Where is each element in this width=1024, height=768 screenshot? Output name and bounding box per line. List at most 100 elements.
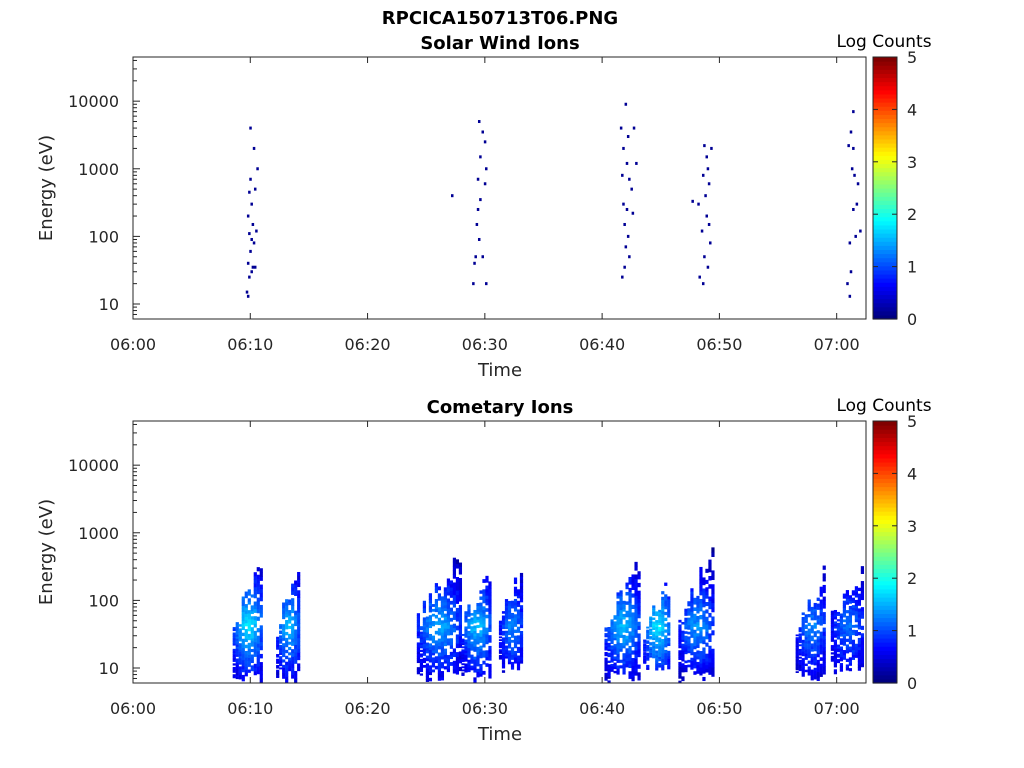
spectrogram-pixel xyxy=(501,639,506,643)
spectrogram-pixel xyxy=(702,577,706,582)
spectrogram-pixel xyxy=(706,265,710,269)
colorbar-segment xyxy=(873,192,897,197)
spectrogram-pixel xyxy=(510,622,515,626)
spectrogram-pixel xyxy=(498,633,503,636)
spectrogram-pixel xyxy=(607,674,611,677)
spectrogram-pixel xyxy=(488,599,492,604)
spectrogram-pixel xyxy=(297,667,301,672)
spectrogram-pixel xyxy=(807,605,811,609)
spectrogram-pixel xyxy=(619,665,623,669)
spectrogram-pixel xyxy=(244,629,248,633)
spectrogram-pixel xyxy=(519,618,524,622)
spectrogram-pixel xyxy=(690,631,694,635)
spectrogram-pixel xyxy=(613,627,617,631)
spectrogram-pixel xyxy=(845,595,850,600)
spectrogram-pixel xyxy=(479,608,483,613)
spectrogram-pixel xyxy=(238,657,242,661)
spectrogram-pixel xyxy=(422,664,427,668)
spectrogram-pixel xyxy=(513,635,518,640)
spectrogram-pixel xyxy=(461,663,465,666)
x-tick-label: 06:50 xyxy=(696,699,742,718)
spectrogram-pixel xyxy=(661,622,665,626)
spectrogram-pixel xyxy=(461,643,465,646)
spectrogram-pixel xyxy=(516,626,521,630)
spectrogram-pixel xyxy=(822,565,826,570)
spectrogram-pixel xyxy=(250,643,254,647)
spectrogram-pixel xyxy=(699,667,703,672)
spectrogram-pixel xyxy=(851,639,856,643)
spectrogram-pixel xyxy=(853,173,856,177)
spectrogram-pixel xyxy=(437,662,442,667)
spectrogram-pixel xyxy=(440,638,445,642)
spectrogram-pixel xyxy=(294,648,298,653)
spectrogram-pixel xyxy=(622,663,626,667)
spectrogram-pixel xyxy=(622,613,626,617)
spectrogram-pixel xyxy=(291,641,295,646)
spectrogram-pixel xyxy=(833,664,838,668)
spectrogram-pixel xyxy=(833,660,838,663)
spectrogram-pixel xyxy=(452,611,457,616)
spectrogram-pixel xyxy=(690,608,694,612)
spectrogram-pixel xyxy=(507,661,512,665)
spectrogram-pixel xyxy=(819,663,823,668)
spectrogram-pixel xyxy=(282,672,286,677)
colorbar-segment xyxy=(873,77,897,83)
spectrogram-pixel xyxy=(854,608,859,612)
spectrogram-pixel xyxy=(431,604,436,607)
spectrogram-pixel xyxy=(470,628,474,631)
spectrogram-pixel xyxy=(813,656,817,660)
spectrogram-pixel xyxy=(513,602,518,606)
spectrogram-pixel xyxy=(819,621,823,626)
spectrogram-pixel xyxy=(622,627,626,631)
spectrogram-pixel xyxy=(699,639,703,644)
spectrogram-pixel xyxy=(795,649,799,652)
spectrogram-pixel xyxy=(613,662,617,666)
spectrogram-pixel xyxy=(830,652,835,655)
spectrogram-pixel xyxy=(619,607,623,611)
spectrogram-pixel xyxy=(479,198,482,202)
spectrogram-pixel xyxy=(256,628,260,633)
spectrogram-pixel xyxy=(819,589,823,594)
spectrogram-pixel xyxy=(649,636,653,639)
spectrogram-pixel xyxy=(241,632,245,637)
spectrogram-pixel xyxy=(253,652,257,657)
spectrogram-pixel xyxy=(652,625,656,629)
spectrogram-pixel xyxy=(836,646,841,649)
spectrogram-pixel xyxy=(425,678,430,682)
spectrogram-pixel xyxy=(646,645,650,647)
spectrogram-pixel xyxy=(667,643,671,647)
spectrogram-pixel xyxy=(285,620,289,624)
spectrogram-pixel xyxy=(705,214,708,218)
spectrogram-pixel xyxy=(637,633,641,638)
spectrogram-pixel xyxy=(479,651,483,656)
spectrogram-pixel xyxy=(416,660,421,664)
spectrogram-pixel xyxy=(425,647,430,651)
spectrogram-pixel xyxy=(652,611,656,614)
spectrogram-pixel xyxy=(250,616,254,620)
spectrogram-pixel xyxy=(705,668,709,673)
spectrogram-pixel xyxy=(282,659,286,663)
spectrogram-pixel xyxy=(297,652,301,657)
spectrogram-pixel xyxy=(854,234,857,238)
spectrogram-pixel xyxy=(476,608,480,612)
spectrogram-pixel xyxy=(446,641,451,646)
spectrogram-pixel xyxy=(798,653,802,656)
spectrogram-pixel xyxy=(857,599,862,603)
spectrogram-pixel xyxy=(259,645,263,651)
spectrogram-pixel xyxy=(696,598,700,603)
spectrogram-pixel xyxy=(247,622,251,626)
spectrogram-pixel xyxy=(801,669,805,673)
spectrogram-pixel xyxy=(795,668,799,671)
spectrogram-pixel xyxy=(253,583,257,588)
spectrogram-pixel xyxy=(661,644,665,648)
colorbar-segment xyxy=(873,466,897,471)
spectrogram-pixel xyxy=(455,607,460,613)
spectrogram-pixel xyxy=(623,222,626,226)
spectrogram-pixel xyxy=(241,650,245,655)
spectrogram-pixel xyxy=(661,655,665,660)
spectrogram-pixel xyxy=(631,623,635,629)
spectrogram-pixel xyxy=(467,650,471,653)
spectrogram-pixel xyxy=(816,650,820,655)
spectrogram-pixel xyxy=(253,579,257,584)
spectrogram-pixel xyxy=(616,656,620,661)
